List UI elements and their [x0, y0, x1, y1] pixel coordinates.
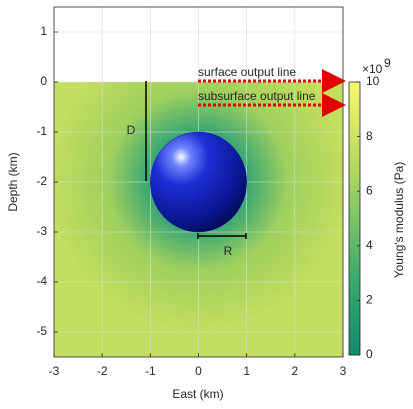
annotation: surface output line: [198, 65, 296, 79]
y-tick-label: -2: [36, 174, 47, 188]
y-tick-label: -4: [36, 274, 47, 288]
y-tick-label: -3: [36, 224, 47, 238]
colorbar: [348, 81, 361, 356]
y-axis-label: Depth (km): [6, 152, 20, 211]
colorbar-multiplier: ×10: [362, 62, 383, 76]
colorbar-tick-label: 0: [366, 347, 373, 361]
y-tick-label: 0: [40, 74, 47, 88]
annotation: R: [224, 244, 233, 258]
colorbar-tick-label: 4: [366, 238, 373, 252]
y-tick-label: -1: [36, 124, 47, 138]
x-tick-label: 2: [291, 364, 298, 378]
y-tick-label: 1: [40, 24, 47, 38]
sphere: [150, 131, 247, 233]
colorbar-tick-label: 10: [366, 74, 380, 88]
colorbar-label: Young's modulus (Pa): [392, 162, 406, 279]
x-tick-label: -1: [145, 364, 156, 378]
y-tick-label: -5: [36, 324, 47, 338]
x-tick-label: 0: [195, 364, 202, 378]
x-tick-label: 3: [340, 364, 347, 378]
x-tick-label: 1: [243, 364, 250, 378]
x-tick-label: -2: [97, 364, 108, 378]
colorbar-tick-label: 8: [366, 129, 373, 143]
x-axis-label: East (km): [172, 387, 223, 401]
annotation: D: [127, 123, 136, 137]
colorbar-exponent: 9: [384, 56, 391, 70]
x-tick-label: -3: [49, 364, 60, 378]
colorbar-tick-label: 2: [366, 293, 373, 307]
colorbar-tick-label: 6: [366, 183, 373, 197]
annotation: subsurface output line: [198, 89, 316, 103]
